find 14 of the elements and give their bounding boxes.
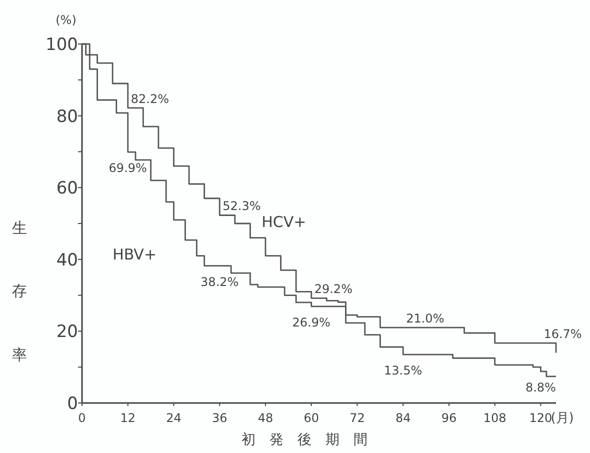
annotation: 13.5% xyxy=(384,364,422,378)
annotation: 38.2% xyxy=(200,274,239,289)
annotation: (%) xyxy=(56,13,76,27)
annotation: 69.9% xyxy=(108,161,147,176)
ylabel: 生存率 xyxy=(11,208,29,397)
annotation: 29.2% xyxy=(314,282,352,296)
annotation: (月) xyxy=(550,411,574,426)
annotation: 52.3% xyxy=(222,199,261,214)
annotation: 26.9% xyxy=(292,315,330,330)
annotation: 82.2% xyxy=(130,92,169,106)
annotation: 16.7% xyxy=(544,327,582,342)
annotation: 8.8% xyxy=(525,380,556,394)
annotation: 21.0% xyxy=(406,312,444,326)
xlabel: 初発後期間 xyxy=(241,432,382,448)
